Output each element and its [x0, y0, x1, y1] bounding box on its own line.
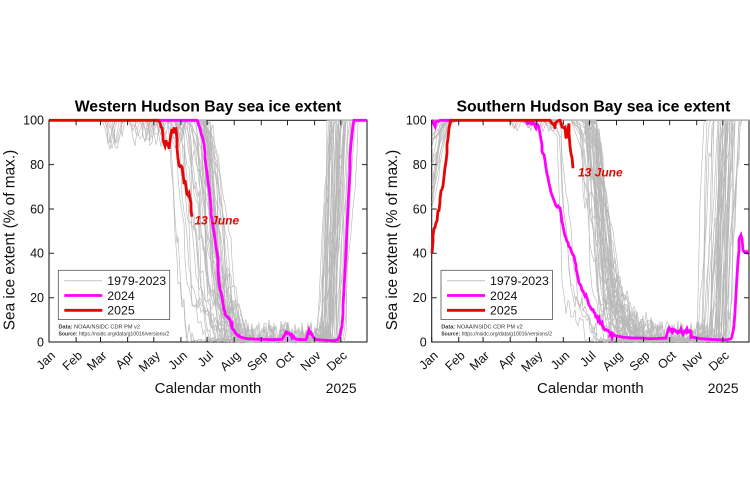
svg-text:40: 40 — [30, 247, 44, 261]
svg-text:80: 80 — [413, 158, 427, 172]
svg-text:Southern Hudson Bay sea ice ex: Southern Hudson Bay sea ice extent — [456, 99, 731, 116]
svg-text:Sea ice extent (% of max.): Sea ice extent (% of max.) — [2, 150, 19, 331]
svg-text:60: 60 — [30, 202, 44, 216]
svg-text:13 June: 13 June — [195, 213, 240, 227]
svg-text:40: 40 — [413, 247, 427, 261]
svg-text:Data: NOAA/NSIDC CDR PM v2: Data: NOAA/NSIDC CDR PM v2 — [59, 325, 140, 331]
svg-text:2024: 2024 — [490, 289, 518, 303]
svg-text:100: 100 — [406, 114, 427, 128]
svg-text:Source: https://nsidc.org/data: Source: https://nsidc.org/data/g10016/ve… — [441, 331, 552, 337]
svg-text:Source: https://nsidc.org/data: Source: https://nsidc.org/data/g10016/ve… — [59, 331, 170, 337]
svg-text:0: 0 — [420, 335, 427, 349]
svg-text:Calendar month: Calendar month — [155, 380, 262, 397]
svg-text:2025: 2025 — [107, 304, 135, 318]
svg-text:Sea ice extent (% of max.): Sea ice extent (% of max.) — [384, 150, 401, 331]
svg-text:0: 0 — [37, 335, 44, 349]
svg-text:20: 20 — [413, 291, 427, 305]
svg-text:100: 100 — [23, 114, 44, 128]
svg-text:1979-2023: 1979-2023 — [107, 274, 166, 288]
svg-text:2024: 2024 — [107, 289, 135, 303]
svg-text:Data: NOAA/NSIDC CDR PM v2: Data: NOAA/NSIDC CDR PM v2 — [441, 325, 522, 331]
svg-text:2025: 2025 — [326, 381, 357, 396]
svg-text:60: 60 — [413, 202, 427, 216]
svg-text:Calendar month: Calendar month — [537, 380, 644, 397]
svg-text:13 June: 13 June — [578, 166, 623, 180]
svg-text:Western Hudson Bay sea ice ext: Western Hudson Bay sea ice extent — [75, 99, 342, 116]
svg-text:20: 20 — [30, 291, 44, 305]
svg-text:2025: 2025 — [708, 381, 739, 396]
svg-text:80: 80 — [30, 158, 44, 172]
svg-text:1979-2023: 1979-2023 — [490, 274, 549, 288]
svg-text:2025: 2025 — [490, 304, 518, 318]
